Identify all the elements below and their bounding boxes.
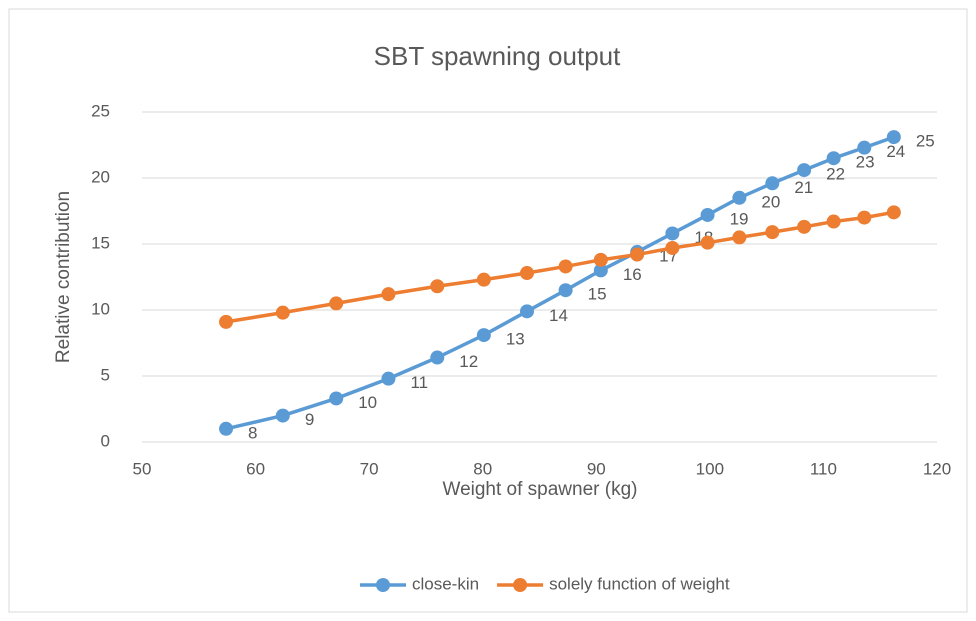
marker (732, 230, 747, 245)
point-label: 8 (248, 423, 257, 442)
chart-title: SBT spawning output (374, 41, 621, 71)
y-axis-label: Relative contribution (53, 191, 74, 363)
legend-label: solely function of weight (549, 574, 730, 593)
marker (476, 272, 491, 287)
marker (558, 259, 573, 274)
y-tick-label: 20 (91, 167, 110, 186)
marker (700, 207, 715, 222)
y-tick-label: 0 (101, 431, 110, 450)
y-tick-label: 5 (101, 365, 110, 384)
marker (520, 304, 535, 319)
y-tick-label: 15 (91, 233, 110, 252)
marker (381, 371, 396, 386)
marker (857, 210, 872, 225)
marker (700, 235, 715, 250)
point-label: 12 (459, 352, 478, 371)
marker (826, 214, 841, 229)
marker (275, 408, 290, 423)
marker (558, 283, 573, 298)
point-label: 15 (588, 285, 607, 304)
point-label: 23 (856, 153, 875, 172)
marker (275, 305, 290, 320)
marker (765, 225, 780, 240)
marker (630, 247, 645, 262)
marker (329, 296, 344, 311)
marker (732, 190, 747, 205)
x-tick-label: 100 (696, 459, 724, 478)
x-tick-label: 90 (587, 459, 606, 478)
marker (765, 176, 780, 191)
marker (826, 151, 841, 166)
point-label: 22 (826, 165, 845, 184)
marker (329, 391, 344, 406)
legend-marker (376, 578, 390, 592)
point-label: 11 (410, 373, 428, 392)
marker (886, 130, 901, 145)
marker (886, 205, 901, 220)
marker (797, 163, 812, 178)
x-tick-label: 70 (360, 459, 379, 478)
legend-marker (513, 578, 528, 592)
marker (593, 252, 608, 267)
x-tick-label: 80 (473, 459, 492, 478)
point-label: 16 (623, 265, 642, 284)
marker (219, 421, 234, 436)
y-tick-label: 25 (91, 101, 110, 120)
legend-label: close-kin (412, 574, 479, 593)
x-tick-label: 60 (246, 459, 265, 478)
marker (593, 263, 608, 278)
point-label: 9 (305, 410, 314, 429)
point-label: 19 (730, 209, 749, 228)
marker (219, 314, 234, 329)
marker (430, 350, 445, 365)
point-label: 21 (794, 178, 813, 197)
point-label: 20 (761, 192, 780, 211)
marker (665, 226, 680, 241)
point-label: 24 (886, 142, 905, 161)
marker (797, 219, 812, 234)
marker (381, 287, 396, 302)
point-label: 14 (549, 306, 568, 325)
marker (476, 328, 491, 343)
x-axis-label: Weight of spawner (kg) (442, 479, 637, 500)
marker (520, 266, 535, 281)
x-tick-label: 110 (810, 459, 837, 478)
marker (665, 240, 680, 255)
point-label: 13 (506, 330, 525, 349)
point-label: 10 (358, 393, 377, 412)
x-tick-label: 50 (133, 459, 152, 478)
y-tick-label: 10 (91, 299, 110, 318)
marker (857, 140, 872, 155)
x-tick-label: 120 (923, 459, 951, 478)
point-label: 25 (916, 132, 935, 151)
marker (430, 279, 445, 294)
